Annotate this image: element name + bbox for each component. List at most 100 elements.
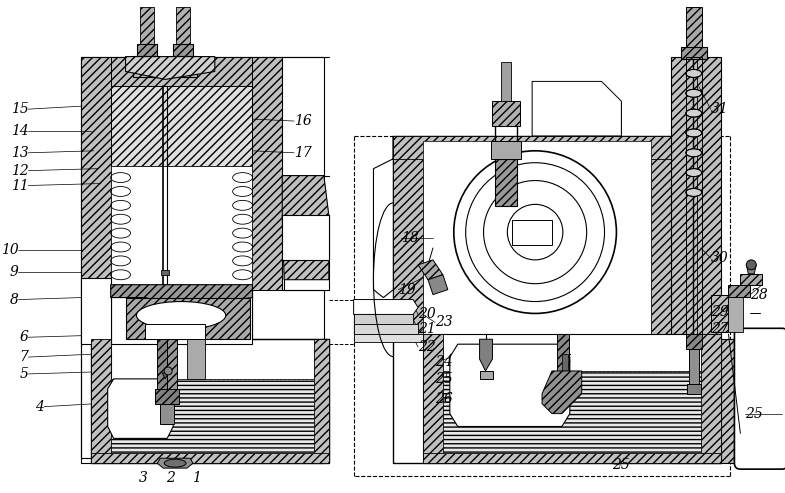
Polygon shape — [187, 339, 205, 379]
Polygon shape — [91, 453, 329, 463]
Text: 2: 2 — [166, 471, 174, 485]
Polygon shape — [747, 265, 756, 274]
Text: 13: 13 — [11, 146, 28, 160]
Polygon shape — [253, 57, 324, 289]
Polygon shape — [111, 86, 253, 166]
Circle shape — [747, 260, 756, 270]
Text: 1: 1 — [192, 471, 202, 485]
Bar — [353, 334, 423, 342]
Text: 27: 27 — [710, 322, 728, 336]
Text: 26: 26 — [435, 392, 453, 406]
Polygon shape — [450, 344, 570, 426]
Text: 17: 17 — [294, 146, 312, 160]
Bar — [173, 44, 193, 56]
Text: 4: 4 — [35, 400, 44, 414]
Text: 6: 6 — [20, 330, 28, 344]
Ellipse shape — [686, 169, 702, 176]
Ellipse shape — [137, 302, 226, 329]
Polygon shape — [428, 275, 447, 295]
Bar — [728, 295, 743, 332]
Polygon shape — [283, 215, 329, 260]
Polygon shape — [374, 136, 393, 298]
FancyBboxPatch shape — [735, 328, 785, 469]
Bar — [562, 354, 568, 404]
Text: 18: 18 — [401, 231, 419, 245]
Ellipse shape — [164, 459, 186, 467]
Text: 20: 20 — [418, 308, 436, 321]
Bar — [137, 44, 157, 56]
Ellipse shape — [686, 188, 702, 196]
Bar — [160, 404, 174, 423]
Bar — [686, 334, 702, 349]
Text: 7: 7 — [20, 350, 28, 364]
Bar — [502, 62, 511, 101]
Circle shape — [454, 151, 616, 314]
Text: 24: 24 — [435, 355, 453, 369]
Bar — [687, 384, 701, 394]
Circle shape — [164, 367, 172, 375]
Ellipse shape — [686, 109, 702, 117]
Text: 19: 19 — [398, 282, 416, 297]
Polygon shape — [423, 334, 721, 463]
Text: 29: 29 — [710, 306, 728, 319]
Bar — [141, 7, 155, 49]
Bar — [495, 159, 517, 207]
Text: 31: 31 — [710, 102, 728, 116]
Text: 10: 10 — [1, 243, 18, 257]
Bar — [353, 324, 418, 334]
Bar — [492, 101, 520, 126]
Polygon shape — [81, 278, 111, 344]
Bar — [167, 339, 177, 389]
Text: 9: 9 — [9, 265, 18, 279]
Text: 3: 3 — [139, 471, 148, 485]
Polygon shape — [126, 57, 215, 79]
Polygon shape — [81, 57, 111, 289]
Text: 21: 21 — [418, 322, 436, 336]
Polygon shape — [423, 334, 443, 463]
Polygon shape — [542, 371, 582, 414]
Text: 16: 16 — [294, 114, 312, 128]
Polygon shape — [91, 339, 329, 463]
Bar — [155, 389, 179, 404]
Bar — [157, 339, 167, 389]
Ellipse shape — [686, 149, 702, 157]
Bar — [513, 220, 552, 245]
Polygon shape — [111, 289, 253, 344]
Bar — [480, 371, 494, 379]
Polygon shape — [443, 371, 701, 453]
Text: 23: 23 — [435, 316, 453, 329]
Polygon shape — [651, 136, 681, 339]
Ellipse shape — [686, 89, 702, 97]
Bar — [710, 295, 728, 332]
Polygon shape — [423, 141, 651, 339]
Bar — [557, 334, 569, 372]
Polygon shape — [353, 300, 418, 315]
Polygon shape — [91, 339, 111, 458]
Text: 25: 25 — [612, 458, 630, 472]
Text: 25: 25 — [745, 407, 763, 421]
Polygon shape — [162, 373, 168, 379]
Polygon shape — [393, 136, 423, 339]
Polygon shape — [81, 57, 324, 463]
Polygon shape — [111, 284, 253, 302]
Bar — [686, 7, 702, 52]
Text: 12: 12 — [11, 164, 28, 177]
Text: 8: 8 — [9, 292, 18, 307]
Text: 30: 30 — [710, 251, 728, 265]
Polygon shape — [283, 176, 329, 280]
Bar — [133, 56, 161, 77]
Text: 15: 15 — [11, 102, 28, 116]
Polygon shape — [393, 136, 681, 159]
Polygon shape — [740, 274, 762, 284]
Bar — [491, 141, 521, 159]
Polygon shape — [111, 166, 253, 289]
Polygon shape — [111, 57, 253, 86]
Bar — [728, 284, 750, 297]
Polygon shape — [157, 458, 193, 468]
Text: 5: 5 — [20, 367, 28, 381]
Polygon shape — [111, 379, 314, 453]
Polygon shape — [314, 339, 329, 458]
Polygon shape — [126, 298, 250, 339]
Bar — [688, 349, 699, 384]
Ellipse shape — [686, 129, 702, 137]
